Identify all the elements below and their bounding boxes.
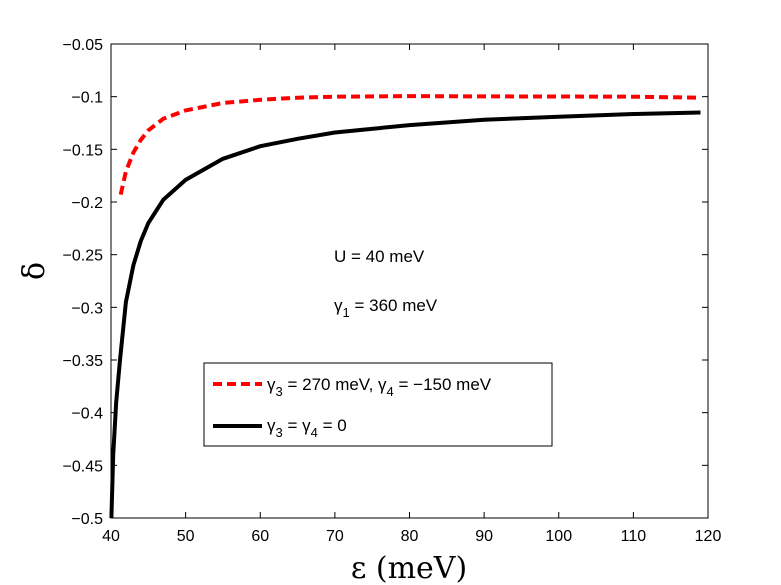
y-tick-label: −0.5 xyxy=(71,511,103,528)
legend-text-part: = γ xyxy=(283,416,311,435)
y-tick-label: −0.45 xyxy=(63,458,104,475)
series-line-red-dashed xyxy=(118,94,701,196)
x-tick-label: 120 xyxy=(695,528,722,545)
legend-text-part: = 0 xyxy=(318,416,347,435)
annotation-gamma1-value: = 360 meV xyxy=(350,296,438,315)
y-tick-label: −0.25 xyxy=(63,248,104,265)
legend: γ3 = 270 meV, γ4 = −150 meV γ3 = γ4 = 0 xyxy=(203,362,553,447)
legend-subscript: 4 xyxy=(387,384,394,399)
y-tick-label: −0.1 xyxy=(71,90,103,107)
series-line-black-solid xyxy=(109,110,701,519)
y-tick-label: −0.35 xyxy=(63,353,104,370)
legend-label-red-dashed: γ3 = 270 meV, γ4 = −150 meV xyxy=(267,375,492,399)
x-axis-label: ε (meV) xyxy=(351,551,467,585)
x-tick-label: 60 xyxy=(251,528,269,545)
legend-subscript: 4 xyxy=(311,425,318,440)
annotation-gamma1-subscript: 1 xyxy=(343,305,350,320)
legend-text-part: γ xyxy=(267,416,276,435)
x-tick-label: 110 xyxy=(621,528,647,545)
y-tick-label: −0.3 xyxy=(71,300,103,317)
x-tick-label: 80 xyxy=(401,528,419,545)
annotation-gamma1-symbol: γ xyxy=(334,296,343,315)
annotation-gamma1: γ1 = 360 meV xyxy=(334,296,438,320)
annotation-u: U = 40 meV xyxy=(334,247,425,266)
legend-text-part: = −150 meV xyxy=(394,375,492,394)
x-tick-label: 100 xyxy=(545,528,572,545)
x-tick-label: 40 xyxy=(102,528,120,545)
legend-subscript: 3 xyxy=(276,425,283,440)
x-tick-label: 90 xyxy=(475,528,493,545)
legend-box xyxy=(203,362,553,447)
legend-subscript: 3 xyxy=(276,384,283,399)
series-group xyxy=(109,94,701,519)
x-tick-label: 50 xyxy=(177,528,195,545)
y-axis-label: δ xyxy=(17,262,52,280)
y-tick-label: −0.15 xyxy=(63,142,104,159)
axis-ticks: 40 50 60 70 80 90 100 110 120 −0.05 −0.1 −0.15 −0.2 −… xyxy=(63,37,722,545)
y-tick-label: −0.05 xyxy=(63,37,104,54)
y-tick-label: −0.4 xyxy=(71,406,103,423)
y-tick-label: −0.2 xyxy=(71,195,103,212)
plot-frame xyxy=(110,43,709,519)
x-tick-label: 70 xyxy=(326,528,344,545)
legend-text-part: γ xyxy=(267,375,276,394)
legend-label-black-solid: γ3 = γ4 = 0 xyxy=(267,416,347,440)
legend-text-part: = 270 meV, γ xyxy=(283,375,387,394)
